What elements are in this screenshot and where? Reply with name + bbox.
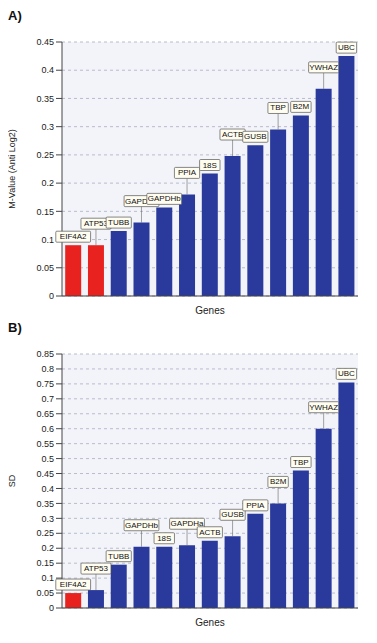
svg-text:Genes: Genes bbox=[195, 617, 224, 628]
svg-text:ACTB: ACTB bbox=[222, 130, 243, 139]
svg-text:ATP53: ATP53 bbox=[84, 564, 108, 573]
svg-text:0.4: 0.4 bbox=[41, 484, 54, 494]
svg-text:0.35: 0.35 bbox=[36, 94, 54, 104]
svg-text:0.15: 0.15 bbox=[36, 207, 54, 217]
svg-text:YWHAZ: YWHAZ bbox=[309, 63, 338, 72]
svg-text:0: 0 bbox=[49, 603, 54, 613]
svg-text:UBC: UBC bbox=[338, 369, 355, 378]
svg-text:0.35: 0.35 bbox=[36, 499, 54, 509]
svg-text:0.3: 0.3 bbox=[41, 122, 54, 132]
svg-text:0.3: 0.3 bbox=[41, 514, 54, 524]
svg-text:GAPDHa: GAPDHa bbox=[170, 519, 204, 529]
svg-text:GAPDHb: GAPDHb bbox=[148, 194, 181, 203]
svg-text:0.45: 0.45 bbox=[36, 469, 54, 479]
svg-text:B2M: B2M bbox=[293, 102, 310, 111]
svg-text:B2M: B2M bbox=[270, 477, 287, 486]
svg-text:ACTB: ACTB bbox=[199, 528, 220, 537]
svg-text:0.2: 0.2 bbox=[41, 543, 54, 553]
svg-text:0.7: 0.7 bbox=[41, 394, 54, 404]
svg-text:18S: 18S bbox=[203, 161, 217, 170]
svg-text:TBP: TBP bbox=[270, 103, 286, 112]
svg-text:GAPDHb: GAPDHb bbox=[125, 521, 158, 530]
svg-text:18S: 18S bbox=[157, 534, 171, 543]
svg-text:EIF4A2: EIF4A2 bbox=[60, 232, 87, 241]
svg-text:YWHAZ: YWHAZ bbox=[309, 403, 338, 412]
svg-text:0.25: 0.25 bbox=[36, 150, 54, 160]
svg-text:GUSB: GUSB bbox=[244, 132, 267, 141]
svg-text:SD: SD bbox=[8, 474, 17, 487]
svg-text:0.65: 0.65 bbox=[36, 409, 54, 419]
svg-text:M-Value (Anti Log2): M-Value (Anti Log2) bbox=[8, 129, 17, 208]
svg-text:0: 0 bbox=[49, 291, 54, 301]
svg-text:0.2: 0.2 bbox=[41, 178, 54, 188]
svg-text:TBP: TBP bbox=[293, 458, 309, 467]
svg-text:0.85: 0.85 bbox=[36, 349, 54, 359]
svg-text:0.55: 0.55 bbox=[36, 439, 54, 449]
svg-text:UBC: UBC bbox=[338, 43, 355, 52]
html-text:A): A) bbox=[8, 8, 22, 23]
svg-text:Genes: Genes bbox=[195, 305, 224, 316]
svg-text:0.5: 0.5 bbox=[41, 454, 54, 464]
svg-text:0.05: 0.05 bbox=[36, 263, 54, 273]
svg-text:0.1: 0.1 bbox=[41, 573, 54, 583]
svg-text:0.8: 0.8 bbox=[41, 364, 54, 374]
svg-text:0.4: 0.4 bbox=[41, 65, 54, 75]
svg-text:0.15: 0.15 bbox=[36, 558, 54, 568]
svg-text:GUSB: GUSB bbox=[221, 510, 244, 519]
svg-text:PPIA: PPIA bbox=[246, 501, 265, 510]
svg-text:TUBB: TUBB bbox=[108, 218, 129, 227]
svg-text:EIF4A2: EIF4A2 bbox=[60, 580, 87, 589]
svg-text:0.05: 0.05 bbox=[36, 588, 54, 598]
svg-text:0.75: 0.75 bbox=[36, 379, 54, 389]
svg-text:ATP53: ATP53 bbox=[84, 219, 108, 228]
svg-text:TUBB: TUBB bbox=[108, 552, 129, 561]
html-text:B): B) bbox=[8, 320, 22, 335]
svg-text:PPIA: PPIA bbox=[178, 168, 197, 177]
svg-text:0.6: 0.6 bbox=[41, 424, 54, 434]
svg-text:GAPDHa: GAPDHa bbox=[125, 196, 158, 206]
svg-text:0.1: 0.1 bbox=[41, 235, 54, 245]
svg-text:0.25: 0.25 bbox=[36, 528, 54, 538]
svg-text:0.45: 0.45 bbox=[36, 37, 54, 47]
